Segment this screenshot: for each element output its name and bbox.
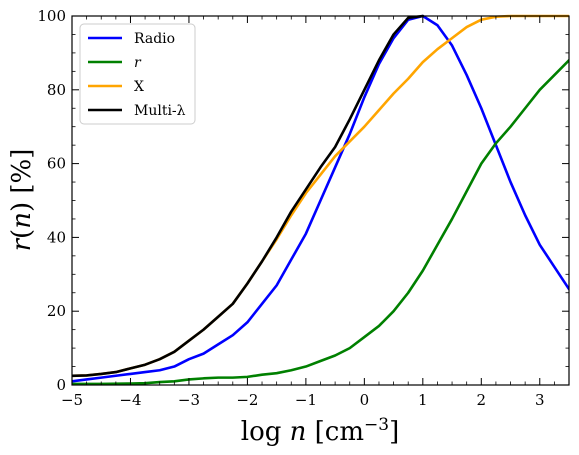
plot-frame [71,15,570,386]
svg-text:log n [cm−3]: log n [cm−3] [241,415,399,447]
y-tick-label: 0 [56,376,66,394]
x-tick-label: 1 [418,391,428,409]
legend-label-4: Multi-λ [134,103,186,119]
x-tick-label: −5 [61,391,83,409]
x-tick-label: −4 [119,391,141,409]
x-tick-label: 2 [477,391,487,409]
x-tick-label: −1 [295,391,317,409]
series-line-2 [72,58,569,386]
legend-box [79,23,196,125]
x-tick-label: −2 [236,391,258,409]
legend-label-1: Radio [134,31,175,47]
svg-text:r(n) [%]: r(n) [%] [7,149,37,252]
series-line-4 [72,14,425,378]
x-tick-label: −3 [178,391,200,409]
x-tick-label: 3 [535,391,545,409]
legend: Radio rX Multi-λ [79,23,196,125]
plot-area [72,14,569,386]
x-tick-label: 0 [360,391,370,409]
y-axis-label: r(n) [%] [7,149,37,252]
y-tick-label: 60 [47,155,66,173]
legend-label-3: X [134,79,144,95]
axis-ticks: −5 −4 −3 −2 −1 0 1 2 3 0 20 40 60 80 100 [37,7,570,409]
y-tick-label: 80 [47,81,66,99]
x-axis-label: log n [cm−3] [241,415,399,447]
series-line-1 [72,14,569,383]
y-tick-label: 100 [37,7,66,25]
legend-label-2: r [134,55,142,71]
y-tick-label: 20 [47,302,66,320]
y-tick-label: 40 [47,228,66,246]
